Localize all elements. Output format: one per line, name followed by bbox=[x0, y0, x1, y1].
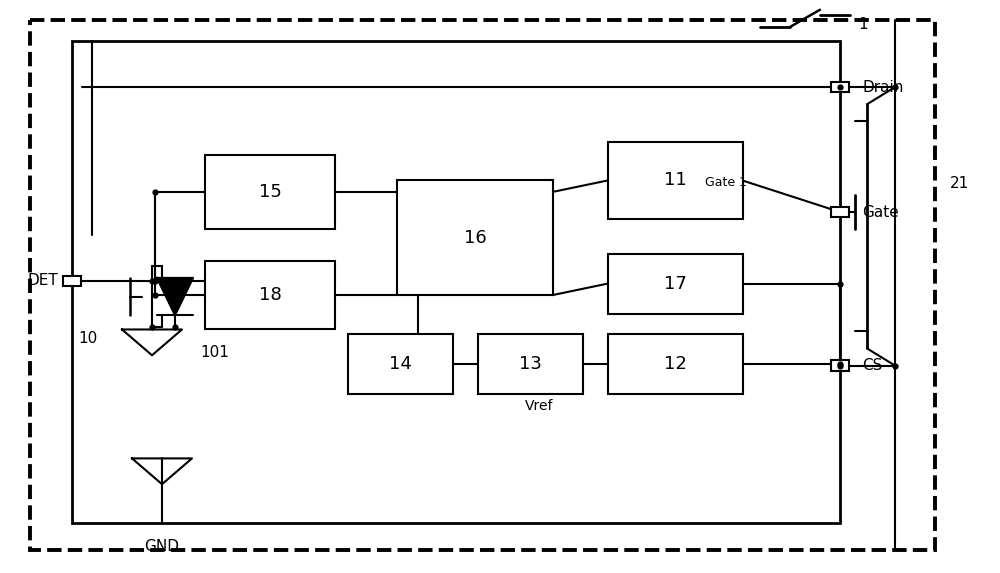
Text: DET: DET bbox=[27, 273, 58, 288]
Polygon shape bbox=[157, 278, 193, 315]
Bar bbox=[397, 180, 552, 295]
Text: GND: GND bbox=[144, 539, 180, 554]
Bar bbox=[608, 333, 742, 394]
Text: CS: CS bbox=[862, 358, 882, 373]
Text: 15: 15 bbox=[259, 183, 281, 201]
Text: Drain: Drain bbox=[862, 80, 903, 95]
Bar bbox=[63, 276, 81, 286]
Bar bbox=[205, 155, 335, 229]
Text: 12: 12 bbox=[664, 355, 686, 373]
Text: 18: 18 bbox=[259, 286, 281, 304]
Bar bbox=[831, 360, 849, 371]
Text: Gate: Gate bbox=[862, 205, 899, 219]
Text: Gate 1: Gate 1 bbox=[705, 176, 747, 189]
Bar bbox=[348, 333, 453, 394]
Text: 1: 1 bbox=[858, 17, 868, 32]
Text: 13: 13 bbox=[519, 355, 541, 373]
Text: 10: 10 bbox=[79, 331, 98, 346]
Bar bbox=[831, 207, 849, 217]
Bar bbox=[608, 253, 742, 313]
Bar bbox=[72, 41, 840, 523]
Bar bbox=[831, 82, 849, 92]
Text: 16: 16 bbox=[464, 229, 486, 247]
Text: Vref: Vref bbox=[525, 399, 554, 413]
Text: 14: 14 bbox=[389, 355, 411, 373]
Bar bbox=[608, 142, 742, 219]
Text: 21: 21 bbox=[950, 176, 969, 191]
Bar bbox=[478, 333, 582, 394]
Text: 17: 17 bbox=[664, 274, 686, 293]
Bar bbox=[205, 261, 335, 329]
Text: 11: 11 bbox=[664, 171, 686, 190]
Text: 101: 101 bbox=[200, 345, 229, 360]
